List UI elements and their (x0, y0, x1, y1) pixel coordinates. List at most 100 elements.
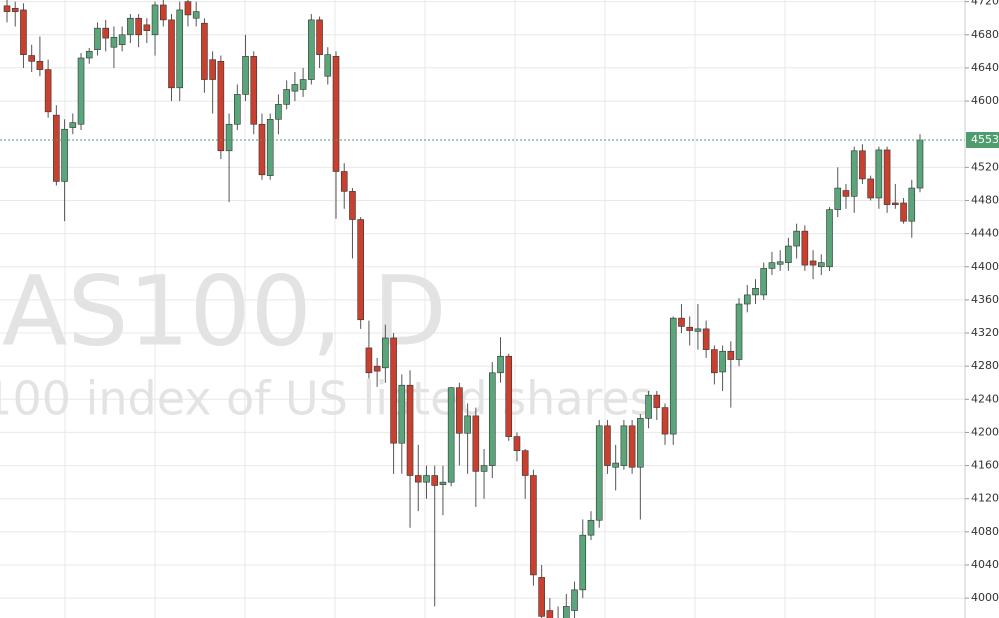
y-tick-label: 4680 (971, 28, 999, 41)
candle-body (390, 337, 397, 444)
watermark-subtitle: NASDAQ 100 index of US listed shares (0, 372, 654, 426)
candle-body (431, 475, 439, 486)
y-tick-label: 4720 (971, 0, 999, 8)
candle-body (908, 187, 916, 222)
y-tick-label: 4640 (971, 61, 999, 74)
y-tick-label: 4360 (971, 293, 999, 306)
candle-body (513, 436, 521, 451)
candle-body (118, 34, 126, 46)
candle-body (456, 387, 463, 434)
candle-body (809, 260, 817, 266)
last-price-box (966, 132, 999, 149)
y-tick-label: 4160 (971, 459, 999, 472)
candle-body (3, 5, 11, 12)
candle-body (44, 69, 52, 113)
candle-body (817, 262, 825, 268)
candle-body (151, 4, 159, 36)
candle-body (571, 589, 578, 611)
candle-body (423, 475, 430, 483)
candle-body (612, 462, 619, 468)
candle-body (217, 61, 225, 152)
candle-body (53, 114, 60, 182)
plot-area (0, 0, 965, 618)
candle-body (892, 202, 899, 205)
candle-body (604, 425, 611, 466)
candle-body (159, 4, 167, 21)
y-tick-label: 4600 (971, 94, 999, 107)
candle-body (299, 79, 307, 90)
candle-body (176, 9, 184, 89)
y-tick-label: 4440 (971, 227, 999, 240)
candle-body (36, 61, 44, 70)
candle-body (250, 56, 258, 125)
candle-body (727, 350, 735, 360)
price-axis: 4000 4040 4080 4120 4160 4200 4240 4280 4320 4360… (965, 0, 999, 604)
candle-body (464, 415, 471, 434)
candle-body (620, 425, 628, 466)
candle-body (768, 262, 776, 269)
candle-body (382, 337, 389, 369)
candle-body (28, 55, 35, 62)
candle-body (826, 209, 833, 268)
candle-body (702, 328, 710, 350)
candle-body (201, 22, 208, 80)
candle-body (497, 355, 504, 374)
candle-body (686, 326, 693, 331)
candle-body (760, 268, 768, 296)
candle-body (94, 27, 101, 51)
y-tick-label: 4120 (971, 492, 999, 505)
candle-body (308, 19, 315, 80)
candle-body (505, 355, 513, 437)
candle-body (669, 317, 677, 435)
candle-body (834, 187, 842, 210)
candle-body (102, 27, 110, 39)
candle-body (209, 59, 216, 80)
candle-body (563, 606, 570, 618)
candle-body (349, 191, 356, 220)
candle-body (135, 17, 142, 36)
candle-body (11, 7, 19, 12)
candle-body (266, 118, 274, 176)
candle-body (258, 123, 266, 176)
candle-body (69, 122, 77, 128)
candle-body (143, 24, 151, 31)
candle-body (587, 519, 595, 536)
candle-body (538, 577, 545, 617)
y-tick-label: 4320 (971, 326, 999, 339)
candle-body (316, 19, 323, 55)
candle-body (653, 394, 661, 408)
candle-body (916, 139, 924, 189)
candle-body (373, 365, 381, 372)
candle-body (365, 347, 373, 374)
candle-body (793, 230, 800, 247)
candle-body (472, 415, 480, 472)
candle-body (447, 387, 455, 483)
last-price-label: 4553 (971, 133, 999, 146)
candle-body (521, 450, 529, 476)
candle-body (875, 149, 883, 199)
candle-body (357, 219, 364, 321)
y-tick-label: 4520 (971, 160, 999, 173)
candle-body (77, 57, 85, 125)
candle-body (678, 317, 685, 327)
candle-body (719, 350, 726, 373)
candle-body (324, 54, 332, 77)
y-tick-label: 4480 (971, 193, 999, 206)
candle-body (291, 84, 299, 92)
candle-body (480, 465, 488, 472)
candle-body (332, 56, 340, 172)
candle-body (283, 89, 290, 105)
candle-body (628, 425, 636, 468)
candle-body (439, 481, 447, 485)
watermark-title: NAS100, D (0, 255, 447, 367)
candle-body (859, 150, 866, 180)
candle-body (579, 534, 587, 591)
candle-body (785, 245, 792, 263)
candle-body (900, 202, 907, 222)
candle-body (883, 149, 891, 205)
candle-body (694, 328, 702, 332)
candle-body (546, 610, 554, 618)
candle-body (735, 303, 743, 360)
candle-body (406, 384, 414, 476)
